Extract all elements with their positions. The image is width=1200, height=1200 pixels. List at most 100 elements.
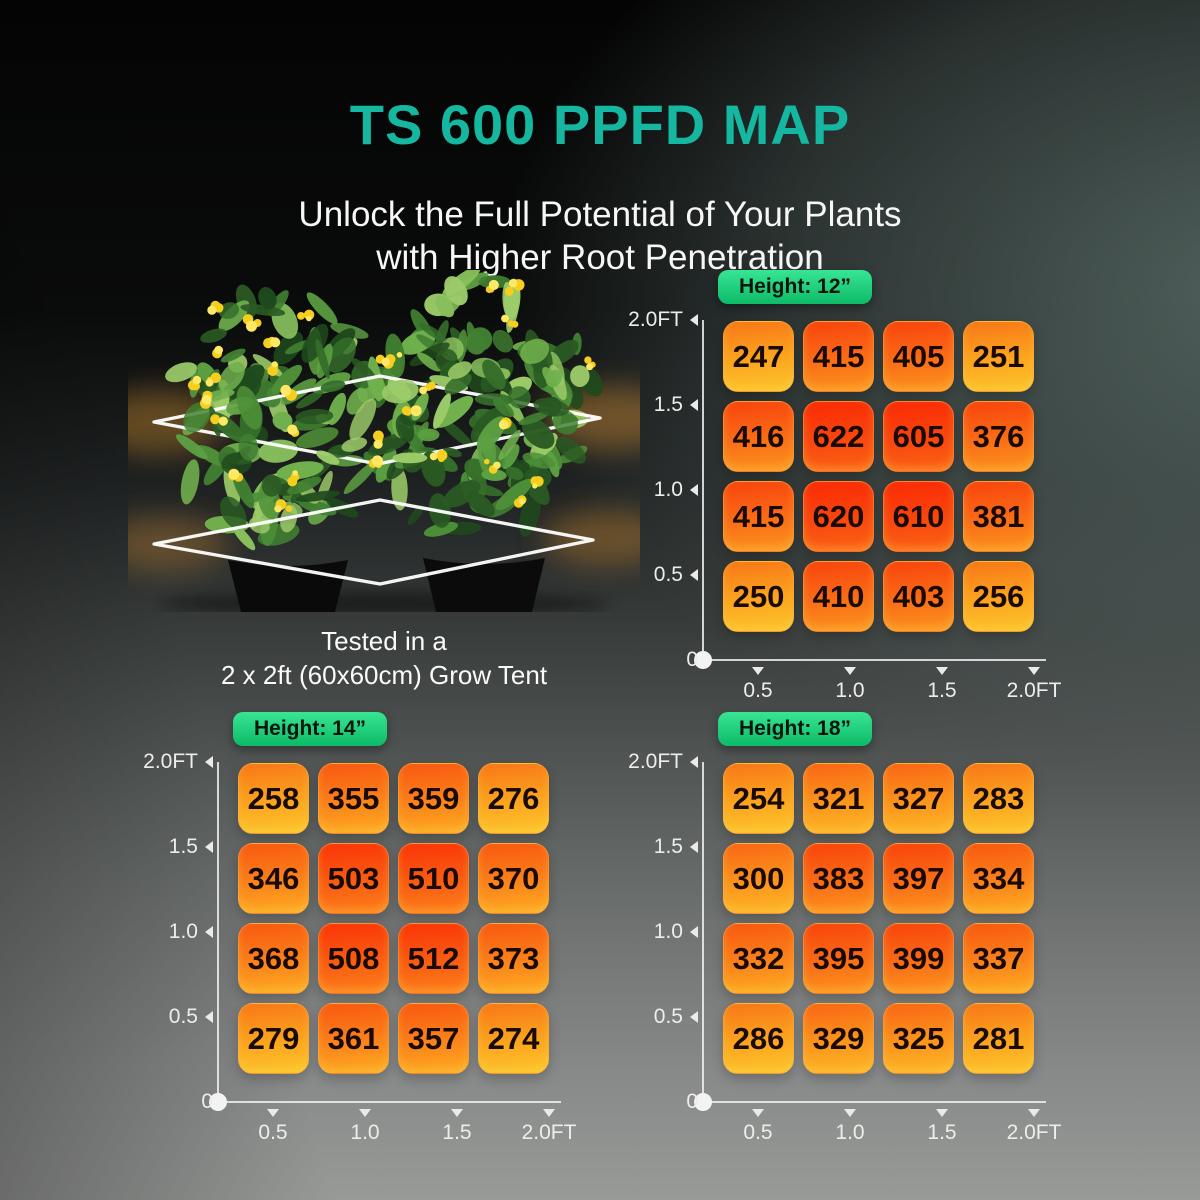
ppfd-value-cell: 250: [723, 561, 794, 632]
caption-line-2: 2 x 2ft (60x60cm) Grow Tent: [220, 659, 548, 690]
ppfd-value-cell: 283: [963, 763, 1034, 834]
y-axis-label: 1.0: [628, 478, 698, 502]
y-tick-triangle-icon: [690, 926, 698, 938]
flower: [285, 505, 293, 512]
flower: [396, 352, 403, 358]
leaf: [315, 339, 330, 379]
leaf: [238, 433, 259, 461]
leaf: [466, 491, 495, 517]
ppfd-value-cell: 403: [883, 561, 954, 632]
flower: [292, 470, 298, 476]
flower: [508, 278, 518, 288]
ppfd-value-cell: 508: [318, 923, 389, 994]
leaf: [502, 444, 520, 470]
flower: [201, 394, 212, 405]
leaf: [423, 521, 458, 537]
ppfd-value-cell: 370: [478, 843, 549, 914]
y-axis-line: [702, 320, 704, 661]
y-tick-triangle-icon: [690, 314, 698, 326]
y-axis-label: 0.5: [143, 1005, 213, 1029]
leaf: [545, 369, 562, 388]
flower: [210, 415, 220, 425]
flower: [488, 279, 499, 291]
ppfd-value-cell: 274: [478, 1003, 549, 1074]
ppfd-value-cell: 355: [318, 763, 389, 834]
yellow-flowers: [187, 278, 596, 513]
y-axis-label: 1.0: [143, 920, 213, 944]
leaf: [505, 466, 524, 480]
leaf: [570, 365, 590, 387]
flower: [287, 424, 298, 435]
y-axis-label-text: 1.5: [653, 393, 683, 416]
y-axis-line: [217, 762, 219, 1103]
page-subtitle: Unlock the Full Potential of Your Plants…: [0, 193, 1200, 280]
y-tick-triangle-icon: [690, 484, 698, 496]
y-tick-triangle-icon: [205, 841, 213, 853]
leaf: [295, 490, 341, 502]
leaf: [232, 524, 256, 551]
flower: [419, 386, 427, 395]
leaf: [350, 357, 376, 379]
leaf: [220, 496, 247, 530]
ppfd-value-cell: 361: [318, 1003, 389, 1074]
ppfd-value-cell: 256: [963, 561, 1034, 632]
x-tick-triangle-icon: [752, 1109, 764, 1117]
leaf: [508, 386, 531, 409]
x-axis-label: 1.0: [835, 1121, 865, 1144]
x-axis-label: 2.0FT: [521, 1121, 577, 1144]
x-tick-triangle-icon: [936, 1109, 948, 1117]
x-axis-line: [702, 1101, 1046, 1103]
leaf: [240, 304, 286, 317]
ppfd-value-cell: 395: [803, 923, 874, 994]
ppfd-value-cell: 329: [803, 1003, 874, 1074]
flower: [271, 361, 278, 368]
axis-origin-dot: [694, 651, 712, 669]
flower: [306, 315, 312, 322]
leaf: [306, 292, 338, 325]
flower: [507, 320, 515, 327]
leaf: [442, 447, 462, 458]
leaf: [175, 434, 208, 460]
leaf: [555, 436, 587, 464]
leaf: [492, 329, 514, 353]
ppfd-value-cell: 251: [963, 321, 1034, 392]
ppfd-value-cell: 286: [723, 1003, 794, 1074]
leaf: [439, 418, 474, 448]
y-axis-label: 0.5: [628, 1005, 698, 1029]
flower: [504, 286, 514, 296]
ppfd-grid: 258 355 359 276 346 503 510 370 368 508 512 373 279 3…: [238, 763, 549, 1074]
x-axis-label: 2.0FT: [1006, 679, 1062, 702]
x-tick-triangle-icon: [1028, 1109, 1040, 1117]
ppfd-value-cell: 399: [883, 923, 954, 994]
flower: [287, 476, 298, 487]
ppfd-grid: 254 321 327 283 300 383 397 334 332 395 399 337 286 3…: [723, 763, 1034, 1074]
x-axis-label: 2.0FT: [1006, 1121, 1062, 1144]
y-axis-label: 2.0FT: [143, 750, 213, 774]
leaf: [180, 459, 200, 505]
leaf: [295, 427, 339, 448]
leaf: [276, 461, 324, 480]
flower: [371, 455, 384, 467]
height-badge: Height: 12”: [718, 270, 873, 304]
leaf: [468, 327, 493, 351]
x-axis-label: 1.5: [927, 1121, 957, 1144]
x-axis-label: 1.0: [350, 1121, 380, 1144]
leaf: [522, 418, 555, 449]
flower: [381, 357, 390, 367]
leaf: [382, 379, 419, 404]
leaf: [419, 322, 447, 342]
leaf: [433, 393, 451, 429]
leaf: [495, 478, 533, 511]
flower: [297, 312, 305, 320]
y-tick-triangle-icon: [690, 841, 698, 853]
leaf: [258, 439, 299, 463]
x-axis-label: 0.5: [743, 1121, 773, 1144]
leaf: [518, 411, 549, 426]
ppfd-value-cell: 276: [478, 763, 549, 834]
y-tick-triangle-icon: [690, 569, 698, 581]
leaf: [183, 401, 211, 433]
leaf: [493, 398, 515, 418]
flower: [218, 416, 228, 426]
flower: [586, 363, 594, 371]
x-axis-line: [702, 659, 1046, 661]
